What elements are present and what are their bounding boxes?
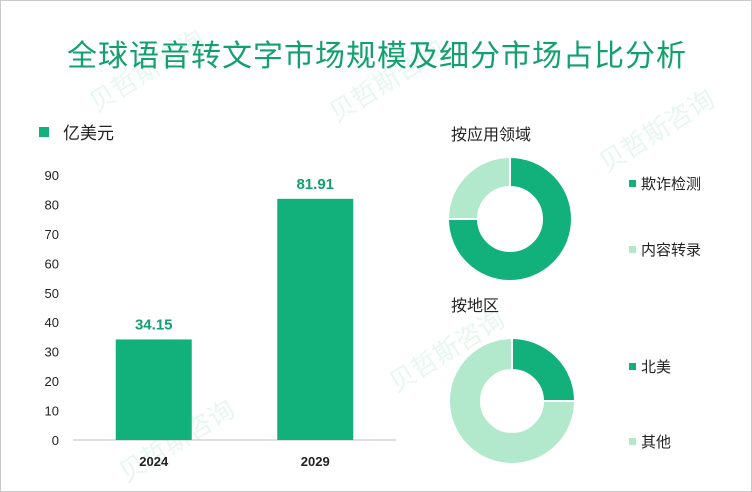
y-tick-label: 80 (45, 197, 59, 212)
donut-slice-1 (446, 155, 511, 220)
pie-title-application: 按应用领域 (451, 125, 532, 144)
legend-item-fraud-detection: 欺诈检测 (629, 173, 701, 194)
donut-slice-0 (511, 336, 577, 402)
y-tick-label: 50 (45, 286, 59, 301)
chart-title: 全球语音转文字市场规模及细分市场占比分析 (67, 39, 687, 74)
legend-item-north-america: 北美 (629, 356, 671, 377)
legend-label: 北美 (641, 358, 672, 376)
y-tick-label: 30 (45, 345, 59, 360)
unit-legend: 亿美元 (39, 119, 114, 144)
legend-swatch (629, 438, 636, 445)
pie-title-region: 按地区 (451, 296, 500, 315)
legend-label: 欺诈检测 (641, 175, 702, 193)
legend-swatch (629, 246, 636, 253)
y-tick-label: 60 (45, 256, 59, 271)
bar-marks: 34.15 2024 81.91 2029 (115, 176, 354, 469)
y-tick-label: 10 (45, 404, 59, 419)
bar-axis: 0 10 20 30 40 50 60 70 80 90 (45, 168, 396, 448)
legend-item-content-transcription: 内容转录 (629, 239, 701, 260)
y-tick-label: 20 (45, 374, 59, 389)
donut-slice-0 (446, 155, 573, 282)
data-label-2024: 34.15 (135, 316, 173, 333)
y-tick-label: 0 (52, 433, 59, 448)
unit-swatch (39, 126, 49, 137)
legend-label: 其他 (641, 433, 672, 451)
donut-slice-1 (448, 336, 577, 465)
data-label-2029: 81.91 (296, 176, 334, 193)
y-tick-label: 70 (45, 227, 59, 242)
legend-item-other: 其他 (629, 431, 671, 452)
legend-swatch (629, 363, 636, 370)
x-tick-label: 2029 (301, 454, 330, 469)
bar-2029 (277, 198, 354, 440)
unit-label: 亿美元 (63, 124, 114, 144)
legend-swatch (629, 180, 636, 187)
bar-2024 (115, 339, 192, 440)
y-tick-label: 90 (45, 168, 59, 183)
y-tick-label: 40 (45, 315, 59, 330)
x-tick-label: 2024 (139, 454, 169, 469)
legend-label: 内容转录 (641, 241, 702, 259)
